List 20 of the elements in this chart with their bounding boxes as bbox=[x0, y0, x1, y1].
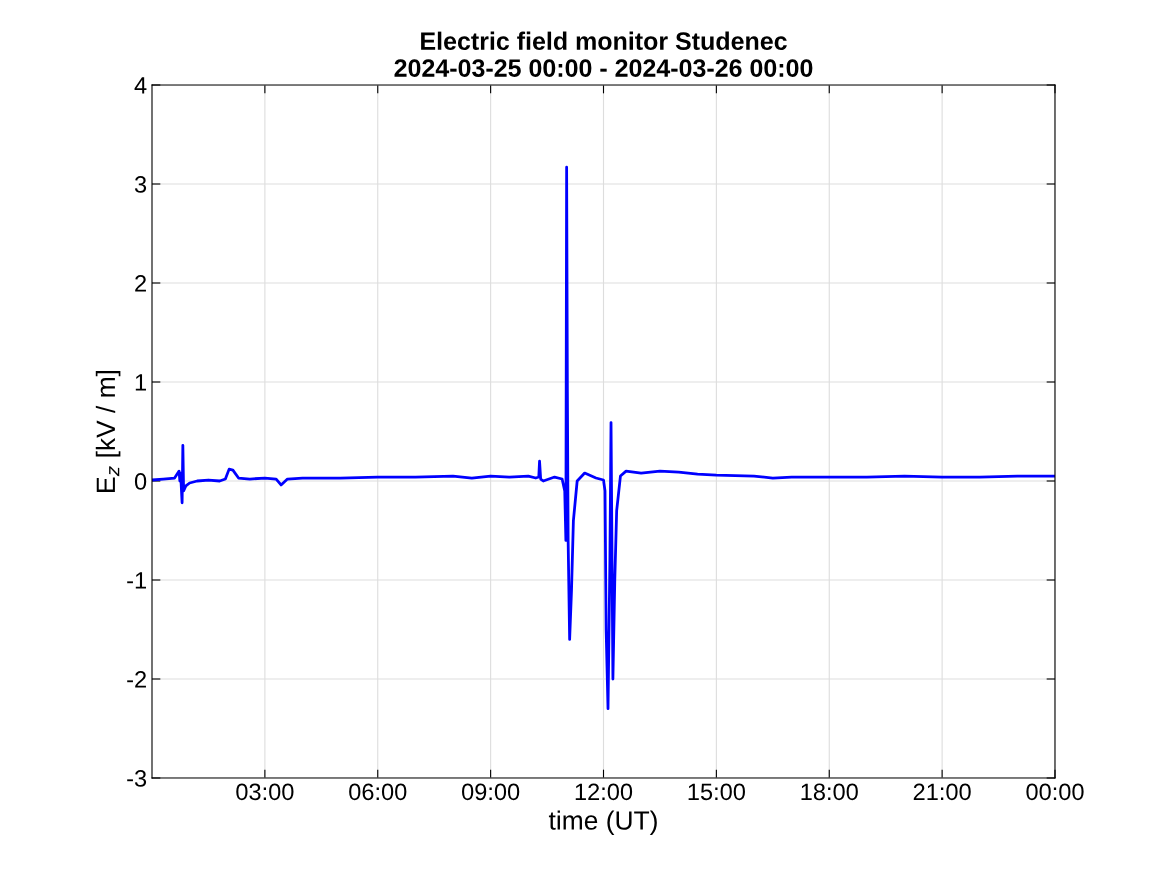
y-axis-title: E$_{z}$ [kV / m] bbox=[95, 370, 121, 492]
y-tick-label: 0 bbox=[134, 473, 147, 490]
y-tick-label: 1 bbox=[135, 374, 146, 391]
y-tick-label: 4 bbox=[134, 77, 147, 94]
y-tick-label: 3 bbox=[134, 176, 147, 193]
x-axis-title: time (UT) bbox=[548, 810, 657, 836]
line-series bbox=[152, 165, 1055, 711]
x-tick-label: 12:00 bbox=[575, 783, 633, 801]
x-tick-label: 03:00 bbox=[236, 783, 294, 801]
chart-title: Electric field monitor Studenec 2024-03-25 00:00 - 2024-03-26 00:00 bbox=[394, 31, 813, 77]
x-tick-label: 21:00 bbox=[913, 783, 971, 801]
x-tick-label: 15:00 bbox=[688, 783, 745, 801]
y-tick-label: 2 bbox=[135, 275, 146, 292]
x-tick-label: 09:00 bbox=[462, 783, 520, 801]
y-tick-label: -2 bbox=[127, 671, 146, 688]
x-tick-label: 06:00 bbox=[349, 783, 407, 801]
y-tick-label: -3 bbox=[127, 770, 147, 787]
x-tick-label: 00:00 bbox=[1026, 783, 1084, 801]
y-tick-label: -1 bbox=[127, 572, 146, 589]
x-tick-label: 18:00 bbox=[801, 783, 858, 801]
